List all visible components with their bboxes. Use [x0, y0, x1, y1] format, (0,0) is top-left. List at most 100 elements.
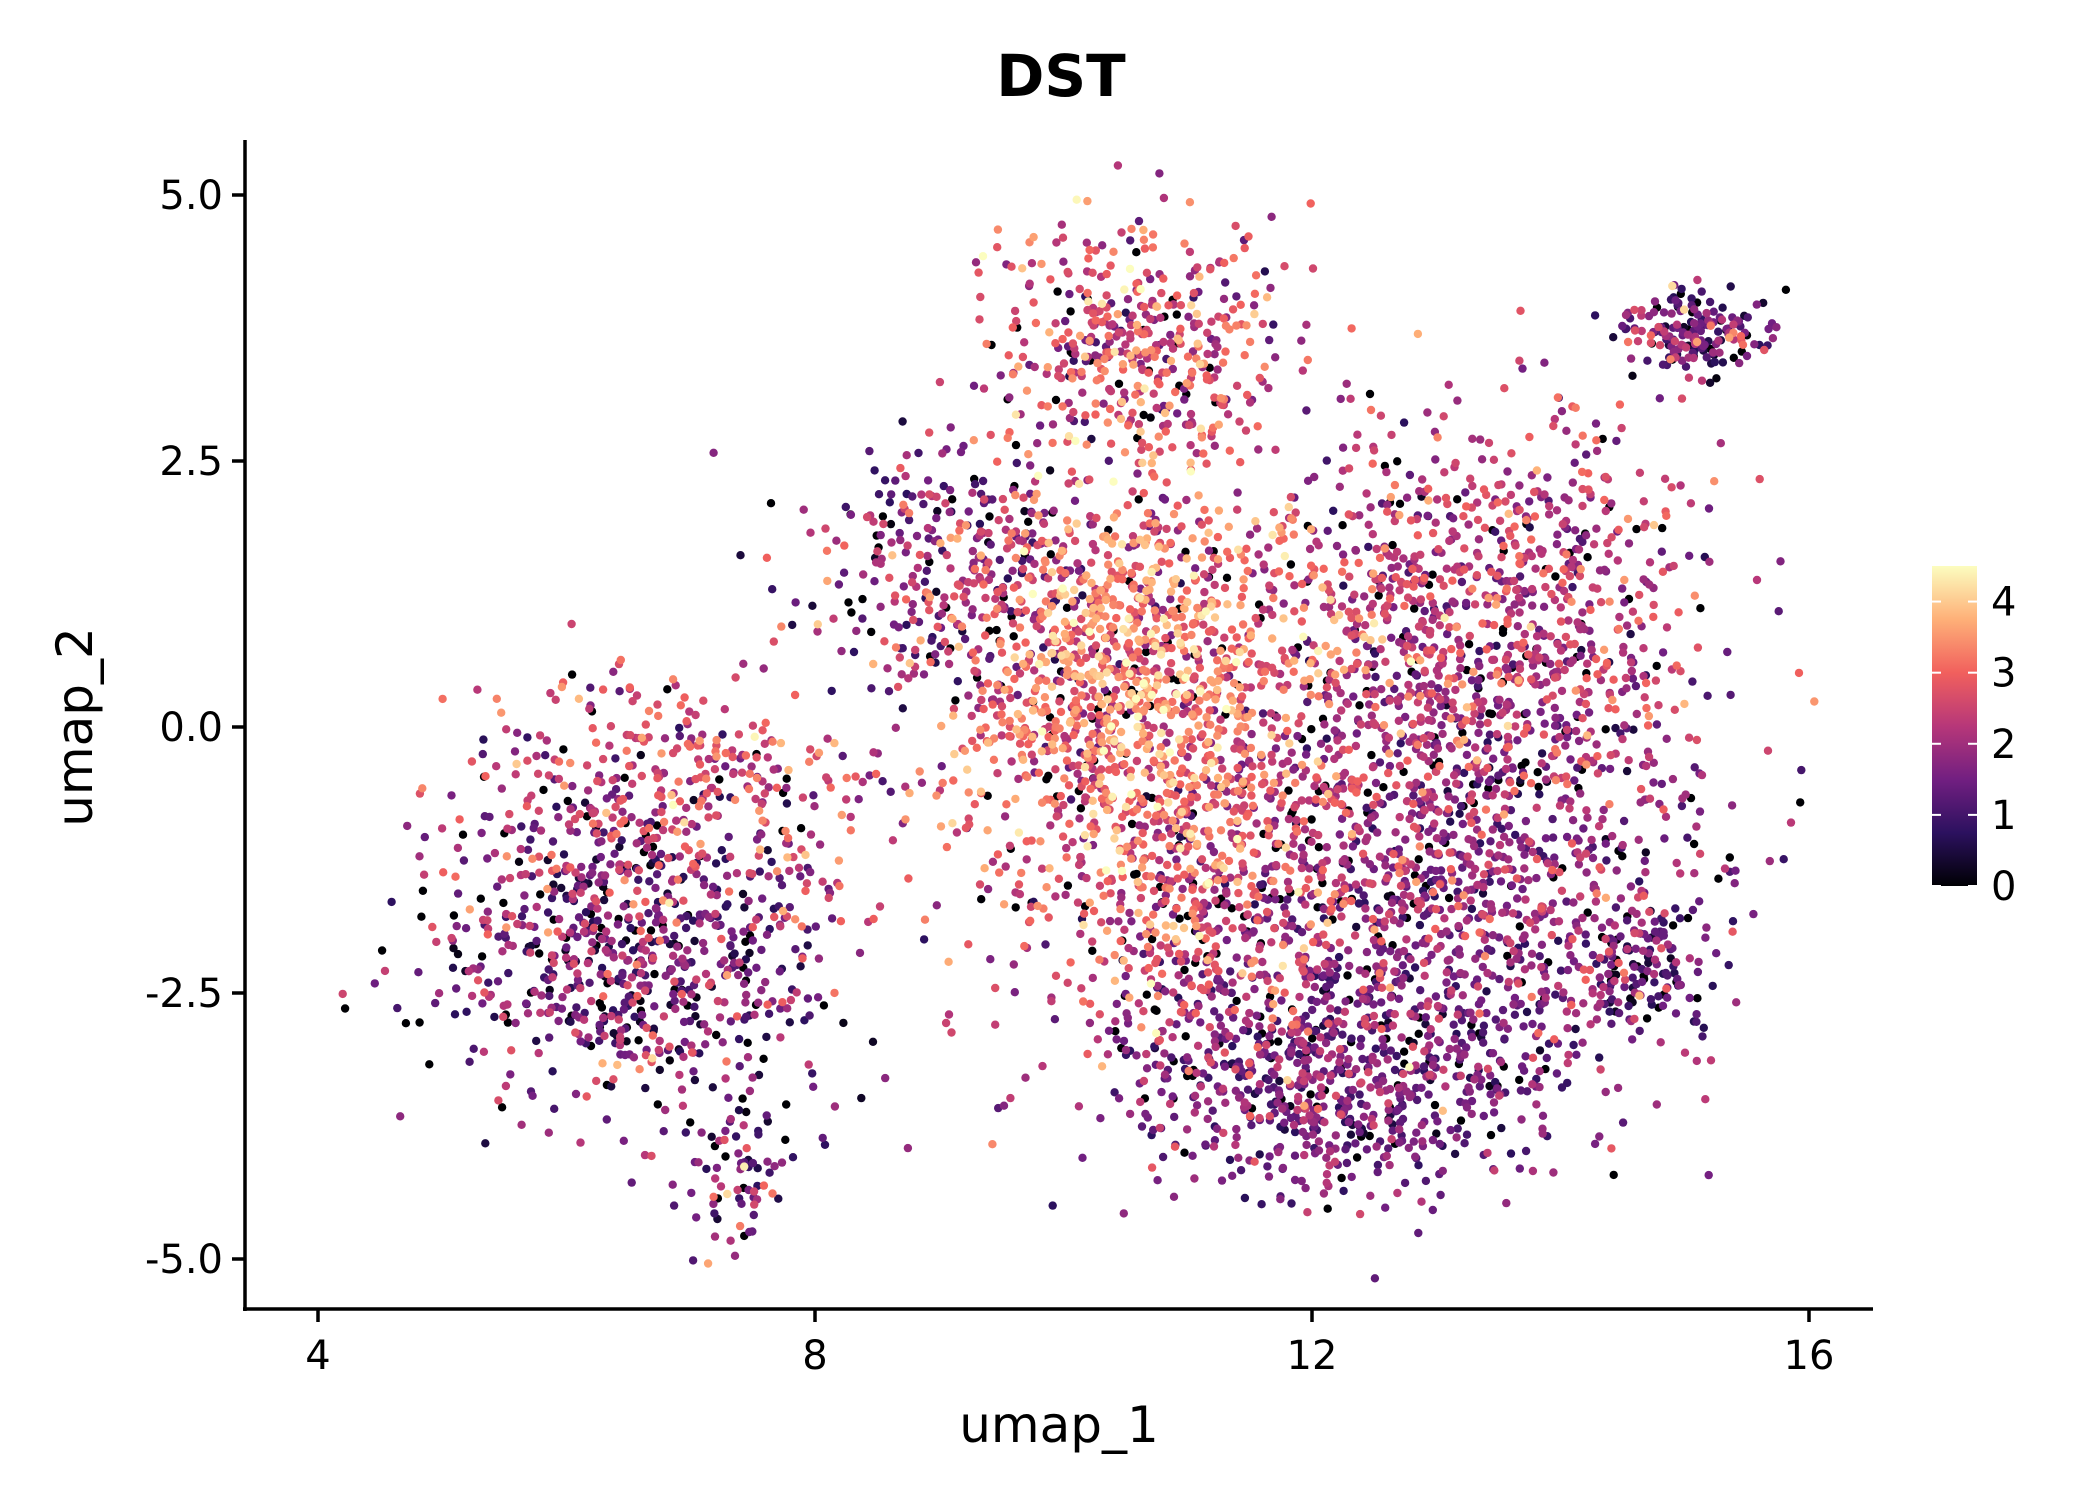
cell-point	[1601, 506, 1611, 516]
cell-point	[1593, 769, 1603, 778]
cell-point	[1163, 419, 1172, 429]
cell-point	[1147, 934, 1157, 944]
cell-point	[1607, 499, 1616, 508]
cell-point	[1213, 342, 1222, 352]
cell-point	[562, 943, 571, 952]
cell-point	[1694, 957, 1703, 967]
cell-point	[1182, 821, 1191, 831]
cell-point	[1531, 925, 1540, 934]
cell-point	[1677, 284, 1686, 294]
cell-point	[1326, 1004, 1335, 1013]
cell-point	[1218, 764, 1227, 773]
cell-point	[1161, 891, 1171, 900]
cell-point	[1601, 472, 1610, 482]
cell-point	[1162, 524, 1171, 534]
cell-point	[824, 893, 833, 903]
cell-point	[1411, 941, 1420, 950]
cell-point	[1306, 973, 1316, 982]
cell-point	[583, 786, 593, 795]
cell-point	[975, 519, 985, 529]
cell-point	[659, 1012, 669, 1021]
cell-point	[1645, 558, 1655, 567]
cell-point	[1241, 933, 1250, 943]
cell-point	[592, 1076, 601, 1086]
cell-point	[483, 907, 492, 916]
cell-point	[1172, 310, 1182, 319]
cell-point	[1165, 1018, 1174, 1027]
cell-point	[1620, 982, 1629, 992]
cell-point	[1255, 1050, 1265, 1059]
cell-point	[960, 634, 970, 644]
cell-point	[1441, 1082, 1450, 1091]
cell-point	[898, 417, 907, 426]
cell-point	[1395, 812, 1404, 822]
cell-point	[1612, 866, 1621, 875]
cell-point	[1128, 311, 1137, 320]
cell-point	[544, 771, 554, 780]
cell-point	[1233, 505, 1242, 514]
cell-point	[1160, 1049, 1169, 1058]
cell-point	[593, 916, 602, 925]
cell-point	[805, 1011, 814, 1020]
cell-point	[636, 969, 646, 978]
cell-point	[942, 550, 951, 560]
cell-point	[1054, 365, 1064, 374]
cell-point	[879, 519, 888, 529]
cell-point	[1287, 1199, 1296, 1208]
cell-point	[1776, 557, 1785, 566]
cell-point	[1372, 962, 1381, 971]
cell-point	[1447, 904, 1456, 914]
cell-point	[1506, 938, 1515, 948]
cell-point	[1595, 973, 1605, 982]
cell-point	[1322, 1170, 1332, 1179]
cell-point	[1626, 658, 1636, 667]
cell-point	[968, 546, 977, 556]
cell-point	[1487, 904, 1496, 913]
cell-point	[1128, 487, 1137, 496]
cell-point	[968, 488, 977, 497]
cell-point	[447, 791, 456, 800]
cell-point	[609, 1075, 618, 1084]
cell-point	[1639, 671, 1648, 681]
cell-point	[1199, 620, 1208, 629]
cell-point	[1300, 825, 1310, 834]
cell-point	[618, 971, 627, 980]
cell-point	[1467, 1109, 1476, 1119]
cell-point	[777, 1158, 787, 1167]
cell-point	[718, 730, 727, 739]
cell-point	[904, 515, 914, 525]
cell-point	[1456, 968, 1465, 978]
cell-point	[1518, 934, 1528, 943]
cell-point	[1088, 686, 1097, 695]
cell-point	[1689, 839, 1699, 849]
cell-point	[1527, 961, 1536, 970]
cell-point	[1156, 1061, 1165, 1070]
cell-point	[782, 774, 791, 783]
cell-point	[594, 878, 603, 887]
cell-point	[1420, 806, 1429, 815]
cell-point	[1203, 637, 1212, 646]
cell-point	[822, 773, 831, 782]
cell-point	[1768, 334, 1778, 343]
cell-point	[415, 1018, 424, 1027]
cell-point	[1030, 666, 1039, 675]
cell-point	[1381, 861, 1390, 870]
cell-point	[1208, 565, 1217, 574]
cell-point	[1483, 1064, 1493, 1074]
cell-point	[1466, 796, 1476, 805]
cell-point	[1687, 294, 1696, 303]
cell-point	[1692, 1056, 1702, 1066]
cell-point	[1356, 1034, 1366, 1044]
cell-point	[748, 1158, 758, 1168]
cell-point	[1466, 896, 1475, 905]
cell-point	[1750, 340, 1759, 349]
cell-point	[1268, 757, 1277, 766]
cell-point	[1134, 216, 1144, 226]
cell-point	[1213, 974, 1223, 983]
cell-point	[1087, 558, 1096, 567]
cell-point	[920, 577, 930, 586]
cell-point	[1444, 792, 1453, 801]
cell-point	[659, 915, 668, 924]
cell-point	[1010, 988, 1019, 997]
cell-point	[1623, 945, 1632, 954]
